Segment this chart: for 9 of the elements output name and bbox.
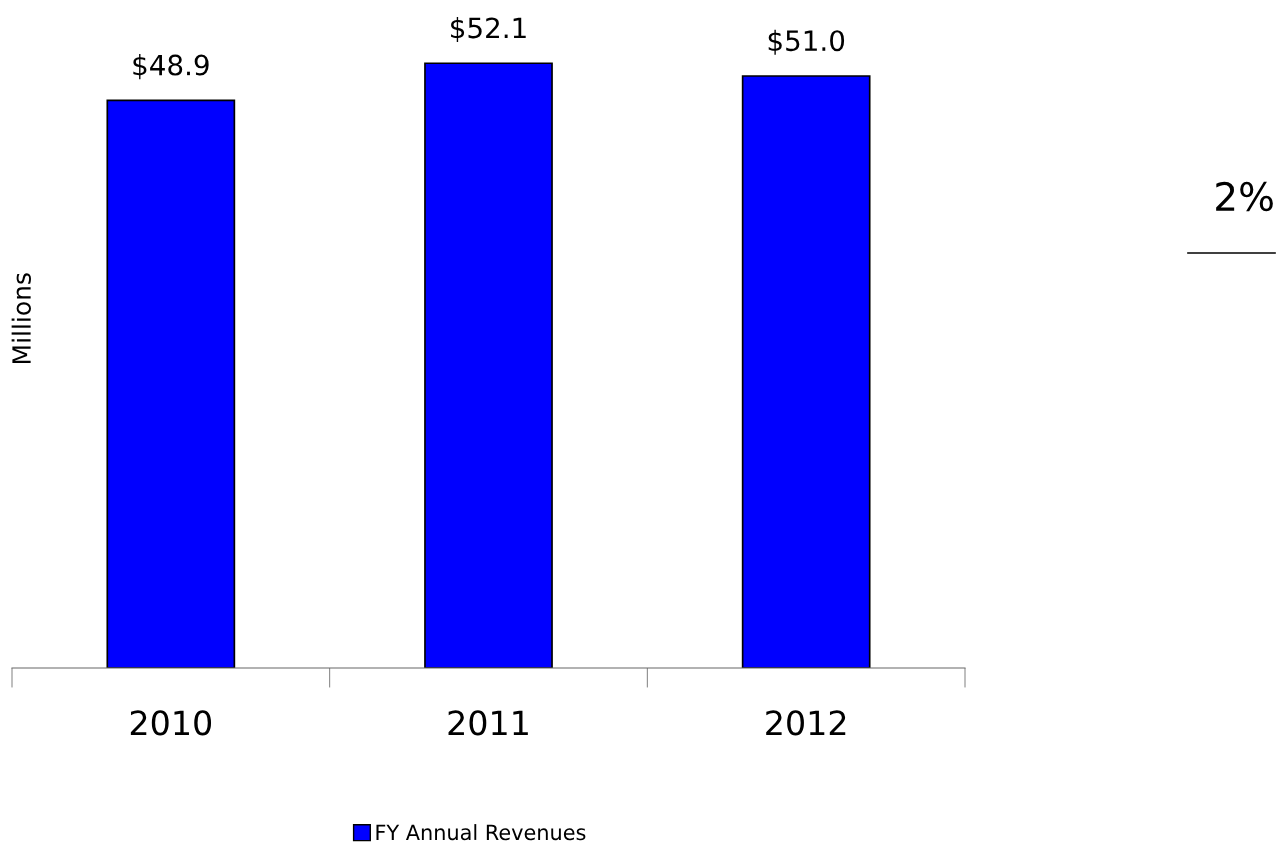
y-axis-title: Millions	[11, 273, 31, 364]
x-tick-label: 2011	[448, 710, 528, 736]
data-label: $48.9	[133, 54, 209, 80]
x-tick-label: 2010	[130, 710, 212, 736]
x-tick-label: 2012	[766, 710, 846, 736]
text: 2%	[1216, 181, 1273, 212]
legend-label: FY Annual Revenues	[376, 824, 586, 841]
data-label: $52.1	[451, 16, 526, 43]
data-label: $51.0	[768, 29, 845, 55]
